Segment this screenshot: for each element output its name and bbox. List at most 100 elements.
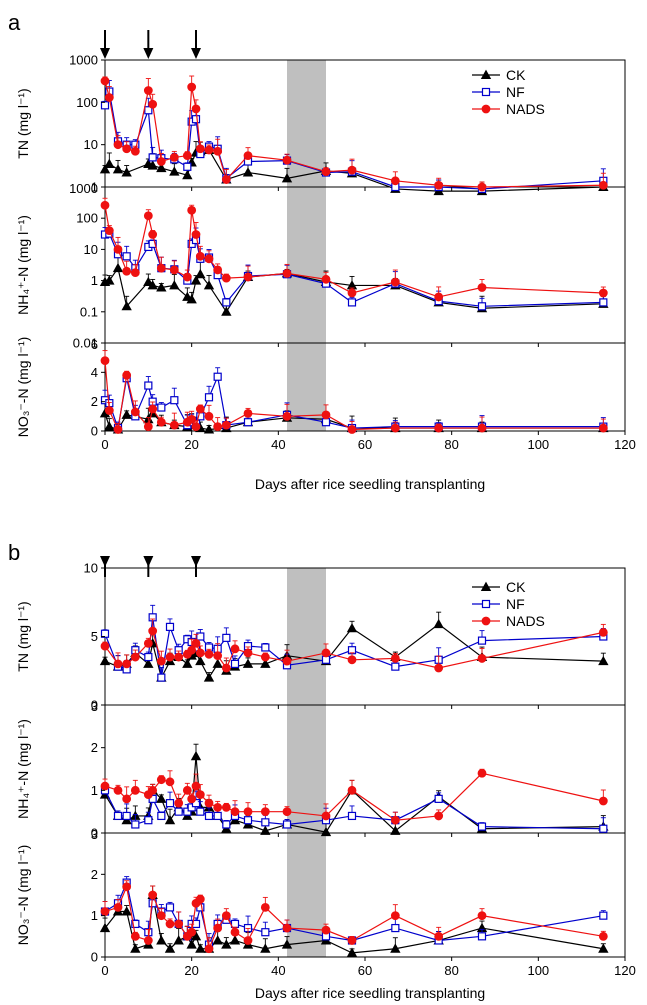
panel-b-no3-ytick-label: 2 bbox=[91, 867, 98, 882]
panel-b-nh4-y-axis-label: NH₄⁺-N (mg l⁻¹) bbox=[15, 719, 31, 819]
panel-a-nh4-y-axis-label: NH₄⁺-N (mg l⁻¹) bbox=[15, 215, 31, 315]
panel-a-no3-series-nads-point bbox=[347, 425, 357, 434]
panel-a-no3-series-nads-point bbox=[434, 423, 444, 433]
panel-a-tn-series-nads-point bbox=[113, 140, 123, 150]
panel-b-tn-series-ck-point bbox=[143, 658, 154, 668]
panel-a-no3-xtick-label: 20 bbox=[184, 437, 198, 452]
panel-b-tn-series-nads-point bbox=[477, 654, 487, 663]
panel-a-tn-ytick-label: 10 bbox=[84, 137, 98, 152]
panel-a-tn-series-nads-point bbox=[100, 76, 110, 86]
legend-item-ck: CK bbox=[472, 67, 526, 83]
panel-a-nh4-series-nads-point bbox=[213, 265, 223, 275]
panel-b-nh4-series-nf-point bbox=[183, 807, 192, 816]
panel-b-tn-series-nads-point bbox=[213, 651, 223, 661]
panel-b-nh4-series-ck-point bbox=[164, 814, 176, 825]
panel-a-nh4-ytick-label: 1 bbox=[91, 273, 98, 288]
panel-a-tn-series-nads-point bbox=[148, 99, 158, 109]
legend-item-nf: NF bbox=[472, 84, 525, 100]
panel-a-no3-series-nf-point bbox=[321, 418, 331, 427]
panel-b-no3-series-ck-point bbox=[221, 939, 232, 949]
panel-a-tn-series-nads-point bbox=[243, 151, 253, 161]
panel-b-no3-series-nf-point bbox=[599, 911, 608, 920]
panel-b-nh4-series-nads-point bbox=[165, 777, 175, 787]
panel-a-no3-series-ck-point bbox=[203, 424, 215, 434]
legend-marker bbox=[480, 69, 492, 79]
panel-a-nh4-series-nads-point bbox=[347, 288, 357, 298]
fertilization-arrow bbox=[143, 556, 154, 577]
panel-b-nh4-series-nf-point bbox=[165, 799, 175, 808]
panel-b-nh4-series-nads-point bbox=[122, 794, 132, 804]
panel-a-nh4-series-ck-point bbox=[221, 306, 232, 316]
panel-a-no3-series-nads-point bbox=[477, 423, 487, 433]
panel-a-tn-series-ck-point bbox=[99, 164, 111, 174]
panel-b-nh4-series-nf-point bbox=[282, 820, 292, 829]
panel-frames bbox=[104, 59, 626, 958]
panel-a-no3-series-nads-point bbox=[282, 411, 292, 421]
panel-a-tn-series-ck-point bbox=[182, 169, 193, 180]
panel-b-no3-series-nads-point bbox=[100, 907, 110, 916]
panel-a-tn-series-ck-point bbox=[281, 173, 293, 183]
panel-a-nh4-series-ck-point bbox=[169, 280, 180, 290]
panel-b-tn-series-nf-point bbox=[157, 673, 166, 682]
panel-a-tn-series-nads bbox=[100, 75, 608, 192]
panel-b-no3-series-ck-point bbox=[598, 943, 609, 953]
panel-a-tn-series-nads-point bbox=[182, 151, 192, 161]
panel-a-tn-series-nads-point bbox=[321, 167, 331, 177]
panel-b-no3-series-nads-point bbox=[434, 931, 444, 941]
panel-b-no3-xtick-label: 80 bbox=[444, 963, 458, 978]
panel-b-tn-y-axis-label: TN (mg l⁻¹) bbox=[15, 601, 31, 671]
panel-a-nh4-series-nads-point bbox=[321, 274, 331, 284]
panel-b-nh4-series-nads-point bbox=[598, 796, 608, 806]
panel-b-no3-series-ck-point bbox=[156, 935, 167, 945]
panel-a-nh4-series-nads-point bbox=[434, 292, 444, 302]
panel-a-nh4-series-ck-point bbox=[156, 282, 167, 292]
panel-b-tn-ytick-label: 5 bbox=[91, 629, 98, 644]
fertilization-arrow bbox=[100, 556, 110, 577]
panel-b-tn-series-nads-point bbox=[434, 663, 444, 673]
panel-a-tn-series-nads-point bbox=[169, 153, 179, 162]
panel-a-tn-series-nads-point bbox=[221, 175, 231, 184]
legend-item-nads: NADS bbox=[472, 613, 545, 629]
legend-marker bbox=[481, 616, 491, 626]
panel-b-no3-series-nf-point bbox=[131, 919, 140, 929]
panel-b-nh4-series-nf-point bbox=[144, 816, 153, 825]
panel-b-no3-series-ck-point bbox=[121, 906, 132, 916]
panel-a-nh4-ytick-label: 0.01 bbox=[73, 336, 98, 351]
panel-b-no3-series-nads-point bbox=[213, 923, 223, 933]
panel-b-tn-series-nads-point bbox=[204, 649, 214, 659]
panel-b-no3-series-nf-point bbox=[391, 923, 400, 933]
panel-b-nh4-series-nads-point bbox=[260, 807, 270, 817]
panel-b-nh4-ytick-label: 2 bbox=[91, 740, 98, 755]
panel-a-nh4-ytick-label: 1000 bbox=[69, 181, 98, 196]
panel-b-tn-series-nf-point bbox=[477, 636, 487, 645]
panel-a-nh4-series-nads-point bbox=[100, 200, 110, 210]
panel-a-no3-series-nads-point bbox=[104, 406, 114, 415]
panel-b-tn-series-nads-point bbox=[130, 652, 140, 662]
panel-b-no3-series-nads-point bbox=[243, 936, 253, 945]
panel-b-nh4-series-nf-point bbox=[204, 811, 214, 821]
panel-b-tn-series-nf-point bbox=[100, 629, 110, 638]
shaded-regions bbox=[287, 60, 326, 957]
panel-letter-b: b bbox=[8, 540, 20, 565]
panel-b-nh4-frame bbox=[104, 704, 626, 834]
panel-a-no3-series-nf-point bbox=[243, 418, 253, 427]
panel-b-tn-series-ck-point bbox=[195, 655, 206, 666]
panel-a-tn-series-nads-point bbox=[390, 176, 400, 186]
legend-item-ck: CK bbox=[472, 579, 526, 595]
panel-b-no3-series-nads-point bbox=[477, 911, 487, 921]
panel-a-no3-xtick-label: 120 bbox=[614, 437, 636, 452]
panel-a-nh4-series-nads-point bbox=[156, 263, 166, 273]
panel-a-tn-series-nf-point bbox=[191, 115, 201, 124]
panel-b-nh4-series-ck-point bbox=[260, 825, 271, 835]
legend-label: NADS bbox=[506, 613, 545, 629]
panel-b-no3-series-nads-point bbox=[221, 911, 231, 921]
legend-label: CK bbox=[506, 67, 526, 83]
panel-b-nh4-series-nf-point bbox=[213, 811, 222, 821]
panel-b-tn-series-nads-point bbox=[195, 648, 205, 658]
panel-b-tn-series-ck-point bbox=[433, 618, 444, 629]
panel-a-tn-series-nads-point bbox=[434, 180, 444, 190]
panel-b-nh4-series-nads-point bbox=[390, 815, 400, 825]
panel-b-no3-series-nads-point bbox=[204, 944, 214, 954]
panel-a-tn-series-nads-point bbox=[187, 82, 197, 92]
